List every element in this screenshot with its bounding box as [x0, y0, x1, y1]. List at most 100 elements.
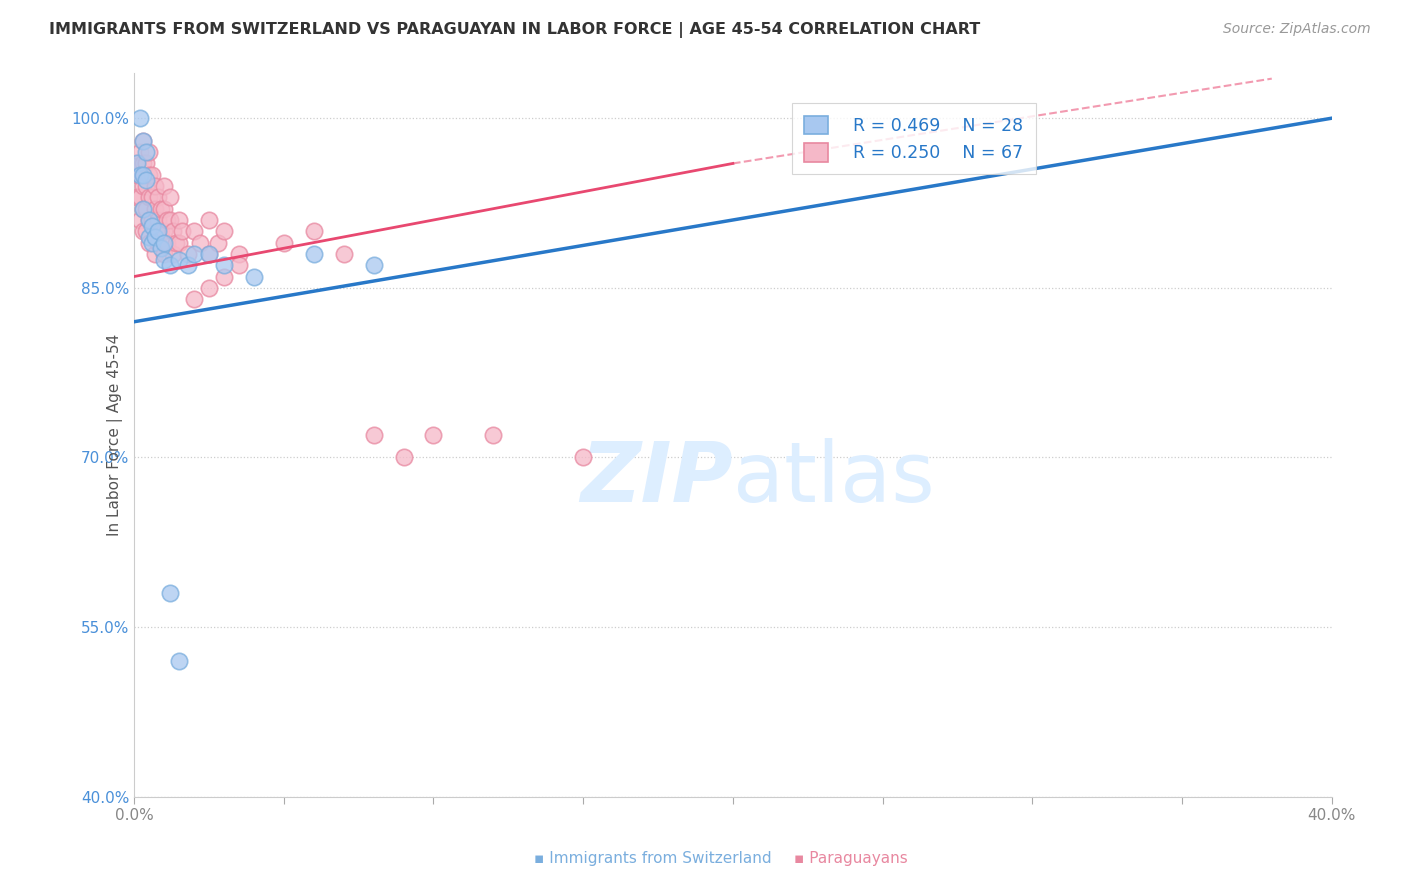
- Point: [138, 145, 160, 160]
- Point: [146, 190, 169, 204]
- Point: [135, 145, 157, 160]
- Point: [572, 450, 595, 465]
- Point: [138, 213, 160, 227]
- Point: [392, 450, 415, 465]
- Point: [183, 247, 205, 261]
- Point: [132, 134, 155, 148]
- Point: [143, 202, 166, 216]
- Point: [150, 224, 173, 238]
- Text: ▪ Paraguayans: ▪ Paraguayans: [794, 851, 908, 865]
- Point: [482, 427, 505, 442]
- Point: [177, 247, 200, 261]
- Point: [198, 281, 221, 295]
- Point: [132, 202, 155, 216]
- Point: [302, 247, 325, 261]
- Text: ZIP: ZIP: [581, 438, 733, 519]
- Point: [135, 179, 157, 194]
- Point: [150, 241, 173, 255]
- Point: [363, 427, 385, 442]
- Point: [135, 156, 157, 170]
- Point: [146, 213, 169, 227]
- Point: [422, 427, 444, 442]
- Point: [129, 168, 152, 182]
- Point: [127, 156, 149, 170]
- Point: [129, 112, 152, 126]
- Point: [167, 252, 190, 267]
- Point: [167, 235, 190, 250]
- Point: [146, 224, 169, 238]
- Point: [159, 586, 181, 600]
- Point: [228, 247, 250, 261]
- Point: [132, 224, 155, 238]
- Point: [159, 213, 181, 227]
- Point: [162, 224, 184, 238]
- Point: [207, 235, 229, 250]
- Point: [141, 168, 163, 182]
- Point: [127, 156, 149, 170]
- Point: [212, 269, 235, 284]
- Point: [146, 235, 169, 250]
- Point: [183, 224, 205, 238]
- Text: Source: ZipAtlas.com: Source: ZipAtlas.com: [1223, 22, 1371, 37]
- Point: [302, 224, 325, 238]
- Point: [132, 134, 155, 148]
- Point: [129, 190, 152, 204]
- Point: [127, 190, 149, 204]
- Point: [177, 258, 200, 272]
- Point: [129, 168, 152, 182]
- Point: [127, 168, 149, 182]
- Point: [141, 219, 163, 233]
- Point: [129, 145, 152, 160]
- Point: [143, 224, 166, 238]
- Point: [141, 213, 163, 227]
- Point: [153, 235, 176, 250]
- Point: [332, 247, 354, 261]
- Point: [135, 224, 157, 238]
- Point: [212, 258, 235, 272]
- Point: [165, 235, 187, 250]
- Point: [129, 213, 152, 227]
- Point: [159, 190, 181, 204]
- Point: [159, 258, 181, 272]
- Point: [198, 247, 221, 261]
- Point: [138, 230, 160, 244]
- Point: [198, 213, 221, 227]
- Point: [150, 202, 173, 216]
- Point: [141, 235, 163, 250]
- Point: [170, 224, 193, 238]
- Point: [243, 269, 266, 284]
- Point: [153, 202, 176, 216]
- Text: atlas: atlas: [733, 438, 935, 519]
- Point: [153, 247, 176, 261]
- Point: [153, 252, 176, 267]
- Point: [156, 235, 179, 250]
- Point: [135, 202, 157, 216]
- Point: [198, 247, 221, 261]
- Text: ▪ Immigrants from Switzerland: ▪ Immigrants from Switzerland: [534, 851, 772, 865]
- Point: [363, 258, 385, 272]
- Point: [188, 235, 211, 250]
- Point: [138, 213, 160, 227]
- Point: [132, 168, 155, 182]
- Point: [167, 654, 190, 668]
- Point: [156, 213, 179, 227]
- Point: [132, 179, 155, 194]
- Point: [138, 190, 160, 204]
- Point: [138, 235, 160, 250]
- Point: [135, 173, 157, 187]
- Point: [162, 247, 184, 261]
- Point: [273, 235, 295, 250]
- Point: [228, 258, 250, 272]
- Text: IMMIGRANTS FROM SWITZERLAND VS PARAGUAYAN IN LABOR FORCE | AGE 45-54 CORRELATION: IMMIGRANTS FROM SWITZERLAND VS PARAGUAYA…: [49, 22, 980, 38]
- Point: [132, 156, 155, 170]
- Point: [138, 168, 160, 182]
- Legend:   R = 0.469    N = 28,   R = 0.250    N = 67: R = 0.469 N = 28, R = 0.250 N = 67: [792, 103, 1036, 174]
- Point: [141, 190, 163, 204]
- Point: [212, 224, 235, 238]
- Y-axis label: In Labor Force | Age 45-54: In Labor Force | Age 45-54: [107, 334, 122, 536]
- Point: [143, 247, 166, 261]
- Point: [132, 202, 155, 216]
- Point: [153, 224, 176, 238]
- Point: [153, 179, 176, 194]
- Point: [143, 179, 166, 194]
